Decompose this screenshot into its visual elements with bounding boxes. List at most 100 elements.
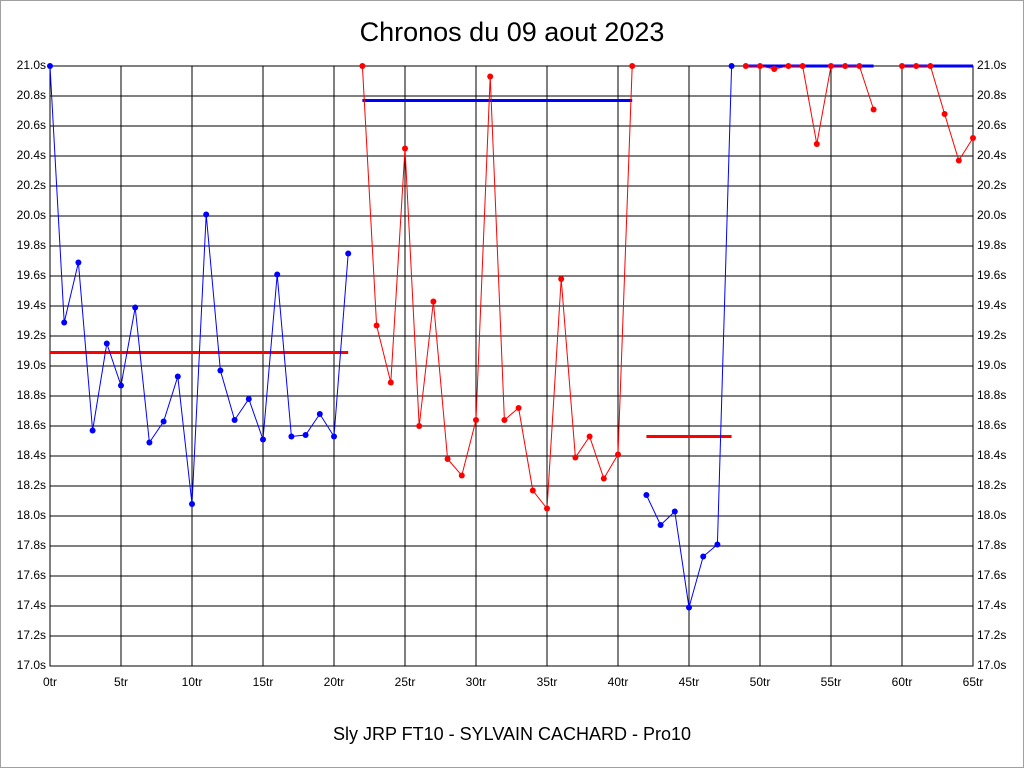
y2-tick-label: 20.8s	[977, 88, 1006, 102]
point	[260, 436, 266, 443]
chart-title: Chronos du 09 aout 2023	[360, 17, 665, 47]
point	[146, 439, 153, 446]
point	[813, 141, 820, 147]
point	[189, 501, 195, 507]
point	[941, 111, 948, 117]
y2-tick-label: 17.4s	[977, 598, 1006, 612]
y-tick-label: 19.6s	[17, 268, 46, 282]
point	[402, 145, 408, 152]
plot-border	[49, 65, 974, 667]
y-tick-label: 17.6s	[17, 568, 46, 582]
point	[643, 492, 650, 498]
x-tick-label: 5tr	[114, 675, 128, 689]
y-tick-label: 20.4s	[17, 148, 46, 162]
point	[771, 66, 778, 72]
point	[600, 475, 607, 482]
y2-tick-label: 19.6s	[977, 268, 1006, 282]
y2-tick-label: 19.8s	[977, 238, 1006, 252]
y-tick-label: 17.4s	[17, 598, 46, 612]
point	[174, 373, 181, 380]
y-tick-label: 21.0s	[17, 58, 46, 72]
point	[842, 63, 849, 69]
point	[331, 433, 337, 440]
point	[529, 487, 536, 494]
point	[373, 322, 380, 329]
point	[473, 417, 479, 423]
point	[359, 63, 366, 69]
point	[742, 63, 749, 69]
x-tick-label: 60tr	[892, 675, 913, 689]
x-tick-label: 55tr	[821, 675, 842, 689]
y2-tick-label: 18.0s	[977, 508, 1006, 522]
y-tick-label: 18.4s	[17, 448, 46, 462]
y-tick-label: 20.2s	[17, 178, 46, 192]
y2-tick-label: 18.8s	[977, 388, 1006, 402]
x-tick-label: 15tr	[253, 675, 274, 689]
point	[970, 135, 976, 141]
y2-tick-label: 19.4s	[977, 298, 1006, 312]
point	[899, 63, 905, 69]
point	[61, 319, 68, 326]
point	[274, 271, 281, 278]
point	[487, 73, 494, 80]
point	[430, 298, 437, 305]
point	[785, 63, 792, 69]
x-tick-label: 20tr	[324, 675, 345, 689]
point	[828, 63, 834, 69]
y2-tick-label: 17.0s	[977, 658, 1006, 672]
y-tick-label: 19.4s	[17, 298, 46, 312]
point	[686, 604, 692, 611]
y2-tick-label: 20.0s	[977, 208, 1006, 222]
point	[444, 456, 451, 462]
x-tick-label: 25tr	[395, 675, 416, 689]
point	[245, 396, 252, 402]
x-tick-label: 35tr	[537, 675, 558, 689]
y-tick-label: 18.8s	[17, 388, 46, 402]
point	[700, 553, 707, 560]
y2-tick-label: 18.6s	[977, 418, 1006, 432]
point	[544, 505, 550, 512]
x-tick-label: 30tr	[466, 675, 487, 689]
x-tick-label: 45tr	[679, 675, 700, 689]
x-tick-label: 0tr	[43, 675, 57, 689]
point	[657, 522, 664, 528]
point	[629, 63, 636, 69]
point	[586, 433, 593, 440]
point	[316, 411, 323, 417]
point	[615, 451, 621, 458]
point	[203, 211, 210, 218]
y-tick-label: 18.6s	[17, 418, 46, 432]
point	[302, 432, 309, 438]
point	[118, 382, 124, 389]
point	[132, 304, 139, 311]
y2-tick-label: 17.6s	[977, 568, 1006, 582]
x-tick-label: 65tr	[963, 675, 984, 689]
y2-tick-label: 20.2s	[977, 178, 1006, 192]
point	[913, 63, 920, 69]
point	[217, 367, 224, 374]
point	[416, 423, 423, 429]
y-tick-label: 19.2s	[17, 328, 46, 342]
point	[103, 340, 110, 347]
y2-tick-label: 21.0s	[977, 58, 1006, 72]
y-tick-label: 18.0s	[17, 508, 46, 522]
point	[89, 427, 96, 434]
point	[515, 405, 522, 411]
point	[558, 276, 565, 282]
x-tick-label: 50tr	[750, 675, 771, 689]
y2-tick-label: 20.4s	[977, 148, 1006, 162]
x-tick-label: 40tr	[608, 675, 629, 689]
y-tick-label: 17.0s	[17, 658, 46, 672]
point	[458, 472, 465, 479]
point	[714, 541, 721, 548]
y2-tick-label: 17.8s	[977, 538, 1006, 552]
y-tick-label: 17.8s	[17, 538, 46, 552]
y-tick-label: 18.2s	[17, 478, 46, 492]
point	[671, 508, 678, 515]
y-tick-label: 17.2s	[17, 628, 46, 642]
point	[501, 417, 508, 423]
point	[728, 63, 735, 69]
y-tick-label: 19.8s	[17, 238, 46, 252]
